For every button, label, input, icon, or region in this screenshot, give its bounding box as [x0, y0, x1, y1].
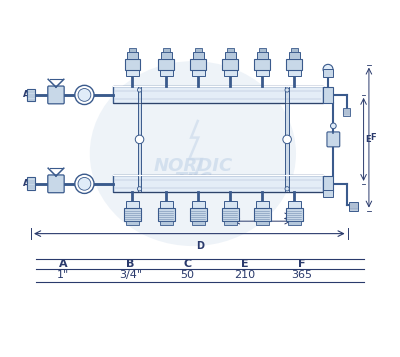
Text: D: D [196, 241, 204, 251]
Bar [259, 48, 266, 51]
Bar [286, 208, 303, 221]
Text: C: C [184, 259, 192, 269]
Text: 210: 210 [234, 270, 255, 280]
Bar [192, 221, 205, 225]
Circle shape [135, 135, 144, 144]
Bar [158, 59, 174, 70]
Bar [291, 48, 298, 51]
Text: B: B [126, 259, 135, 269]
Circle shape [78, 89, 91, 101]
Bar [256, 51, 268, 59]
Bar [27, 177, 35, 190]
Text: F: F [371, 133, 376, 142]
Bar [288, 221, 301, 225]
Bar [126, 70, 139, 76]
Bar [190, 208, 207, 221]
Bar [138, 86, 141, 192]
Bar [254, 59, 270, 70]
Bar [227, 48, 234, 51]
Bar [323, 176, 333, 192]
Bar [288, 70, 301, 76]
Circle shape [75, 85, 94, 105]
Bar [195, 48, 202, 51]
FancyBboxPatch shape [327, 132, 340, 147]
Circle shape [138, 88, 142, 92]
Bar [222, 208, 239, 221]
Circle shape [323, 64, 333, 74]
Bar [126, 201, 139, 208]
Bar [192, 51, 204, 59]
Bar [288, 201, 301, 208]
Text: E: E [241, 259, 248, 269]
Circle shape [78, 177, 91, 190]
Text: TEC: TEC [174, 171, 212, 189]
FancyBboxPatch shape [48, 175, 64, 193]
Bar [127, 51, 138, 59]
Circle shape [138, 187, 142, 191]
Bar [343, 109, 350, 116]
Bar [160, 201, 173, 208]
Bar [125, 59, 140, 70]
Text: A: A [59, 259, 68, 269]
Bar [224, 70, 237, 76]
Circle shape [285, 88, 289, 92]
Text: E: E [365, 135, 371, 144]
Bar [126, 221, 139, 225]
Bar [323, 69, 333, 77]
Bar [129, 48, 136, 51]
Circle shape [285, 187, 289, 191]
Text: 3/4": 3/4" [119, 270, 142, 280]
Text: F: F [298, 259, 305, 269]
Text: NORDIC: NORDIC [153, 157, 232, 175]
Circle shape [75, 174, 94, 193]
Bar [113, 86, 323, 104]
Bar [323, 190, 333, 197]
Bar [285, 86, 289, 192]
Text: A: A [22, 90, 29, 100]
Bar [160, 70, 173, 76]
Circle shape [283, 135, 291, 144]
Bar [256, 70, 269, 76]
Bar [160, 221, 173, 225]
Ellipse shape [90, 61, 296, 246]
Bar [158, 208, 175, 221]
Bar [286, 59, 302, 70]
Bar [113, 175, 323, 192]
FancyBboxPatch shape [48, 86, 64, 104]
Bar [190, 59, 206, 70]
Bar [224, 201, 237, 208]
Bar [192, 201, 205, 208]
Bar [224, 221, 237, 225]
Bar [323, 87, 333, 103]
Bar [349, 202, 358, 211]
Bar [256, 221, 269, 225]
Text: 50: 50 [180, 270, 194, 280]
Circle shape [330, 123, 336, 129]
Text: A: A [22, 179, 29, 188]
Bar [27, 89, 35, 101]
Text: C: C [259, 208, 265, 217]
Bar [163, 48, 170, 51]
Text: B: B [288, 202, 294, 212]
Bar [222, 59, 238, 70]
Text: 1": 1" [57, 270, 69, 280]
Bar [192, 70, 205, 76]
Bar [160, 51, 172, 59]
Text: 365: 365 [291, 270, 312, 280]
Bar [224, 51, 236, 59]
Bar [288, 51, 300, 59]
Bar [254, 208, 271, 221]
Bar [124, 208, 141, 221]
Bar [256, 201, 269, 208]
